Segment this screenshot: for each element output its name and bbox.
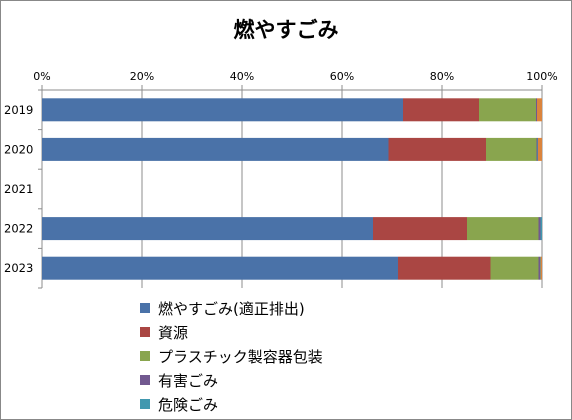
category-label: 2019 (4, 103, 33, 117)
x-tick-label: 20% (130, 70, 154, 83)
bar-segment (538, 217, 541, 241)
x-tick-label: 80% (430, 70, 454, 83)
bar-segment (373, 217, 467, 241)
category-label: 2020 (4, 142, 33, 156)
category-label: 2023 (4, 261, 33, 275)
category-label: 2021 (4, 182, 33, 196)
legend-label: 資源 (158, 323, 189, 342)
bar-segment (42, 256, 398, 280)
x-tick-label: 100% (526, 70, 557, 83)
legend-item: 燃やすごみ(適正排出) (140, 296, 323, 320)
bar-segment (490, 256, 539, 280)
bar-segment (536, 137, 538, 161)
x-tick-label: 60% (330, 70, 354, 83)
legend-swatch (140, 327, 150, 337)
legend-label: 危険ごみ (158, 395, 219, 414)
legend-item: 危険ごみ (140, 392, 323, 416)
chart-title: 燃やすごみ (233, 18, 339, 42)
legend-swatch (140, 399, 150, 409)
legend-item: プラスチック製容器包装 (140, 344, 323, 368)
bar-segment (42, 98, 403, 122)
bar-segment (479, 98, 536, 122)
chart-legend: 燃やすごみ(適正排出) 資源プラスチック製容器包装 有害ごみ危険ごみ (140, 296, 323, 416)
x-tick-label: 40% (230, 70, 254, 83)
legend-label: 燃やすごみ(適正排出) (158, 299, 305, 318)
legend-item: 有害ごみ (140, 368, 323, 392)
bar-segment (540, 256, 542, 280)
legend-swatch (140, 375, 150, 385)
legend-label: 有害ごみ (158, 371, 219, 390)
bar-segment (538, 256, 540, 280)
bar-segment (537, 98, 542, 122)
legend-swatch (140, 303, 150, 313)
legend-item: 資源 (140, 320, 323, 344)
bar-segment (388, 137, 486, 161)
bar-segment (536, 98, 537, 122)
bar-segment (403, 98, 479, 122)
legend-label: プラスチック製容器包装 (158, 347, 323, 366)
category-label: 2022 (4, 222, 33, 236)
legend-swatch (140, 351, 150, 361)
bar-segment (486, 137, 537, 161)
bar-segment (537, 137, 538, 161)
bar-segment (398, 256, 491, 280)
x-tick-label: 0% (33, 70, 50, 83)
bar-segment (540, 217, 542, 241)
bar-segment (538, 137, 542, 161)
bar-segment (42, 137, 389, 161)
bar-segment (42, 217, 373, 241)
bar-segment (467, 217, 539, 241)
bar-segment (540, 256, 541, 280)
